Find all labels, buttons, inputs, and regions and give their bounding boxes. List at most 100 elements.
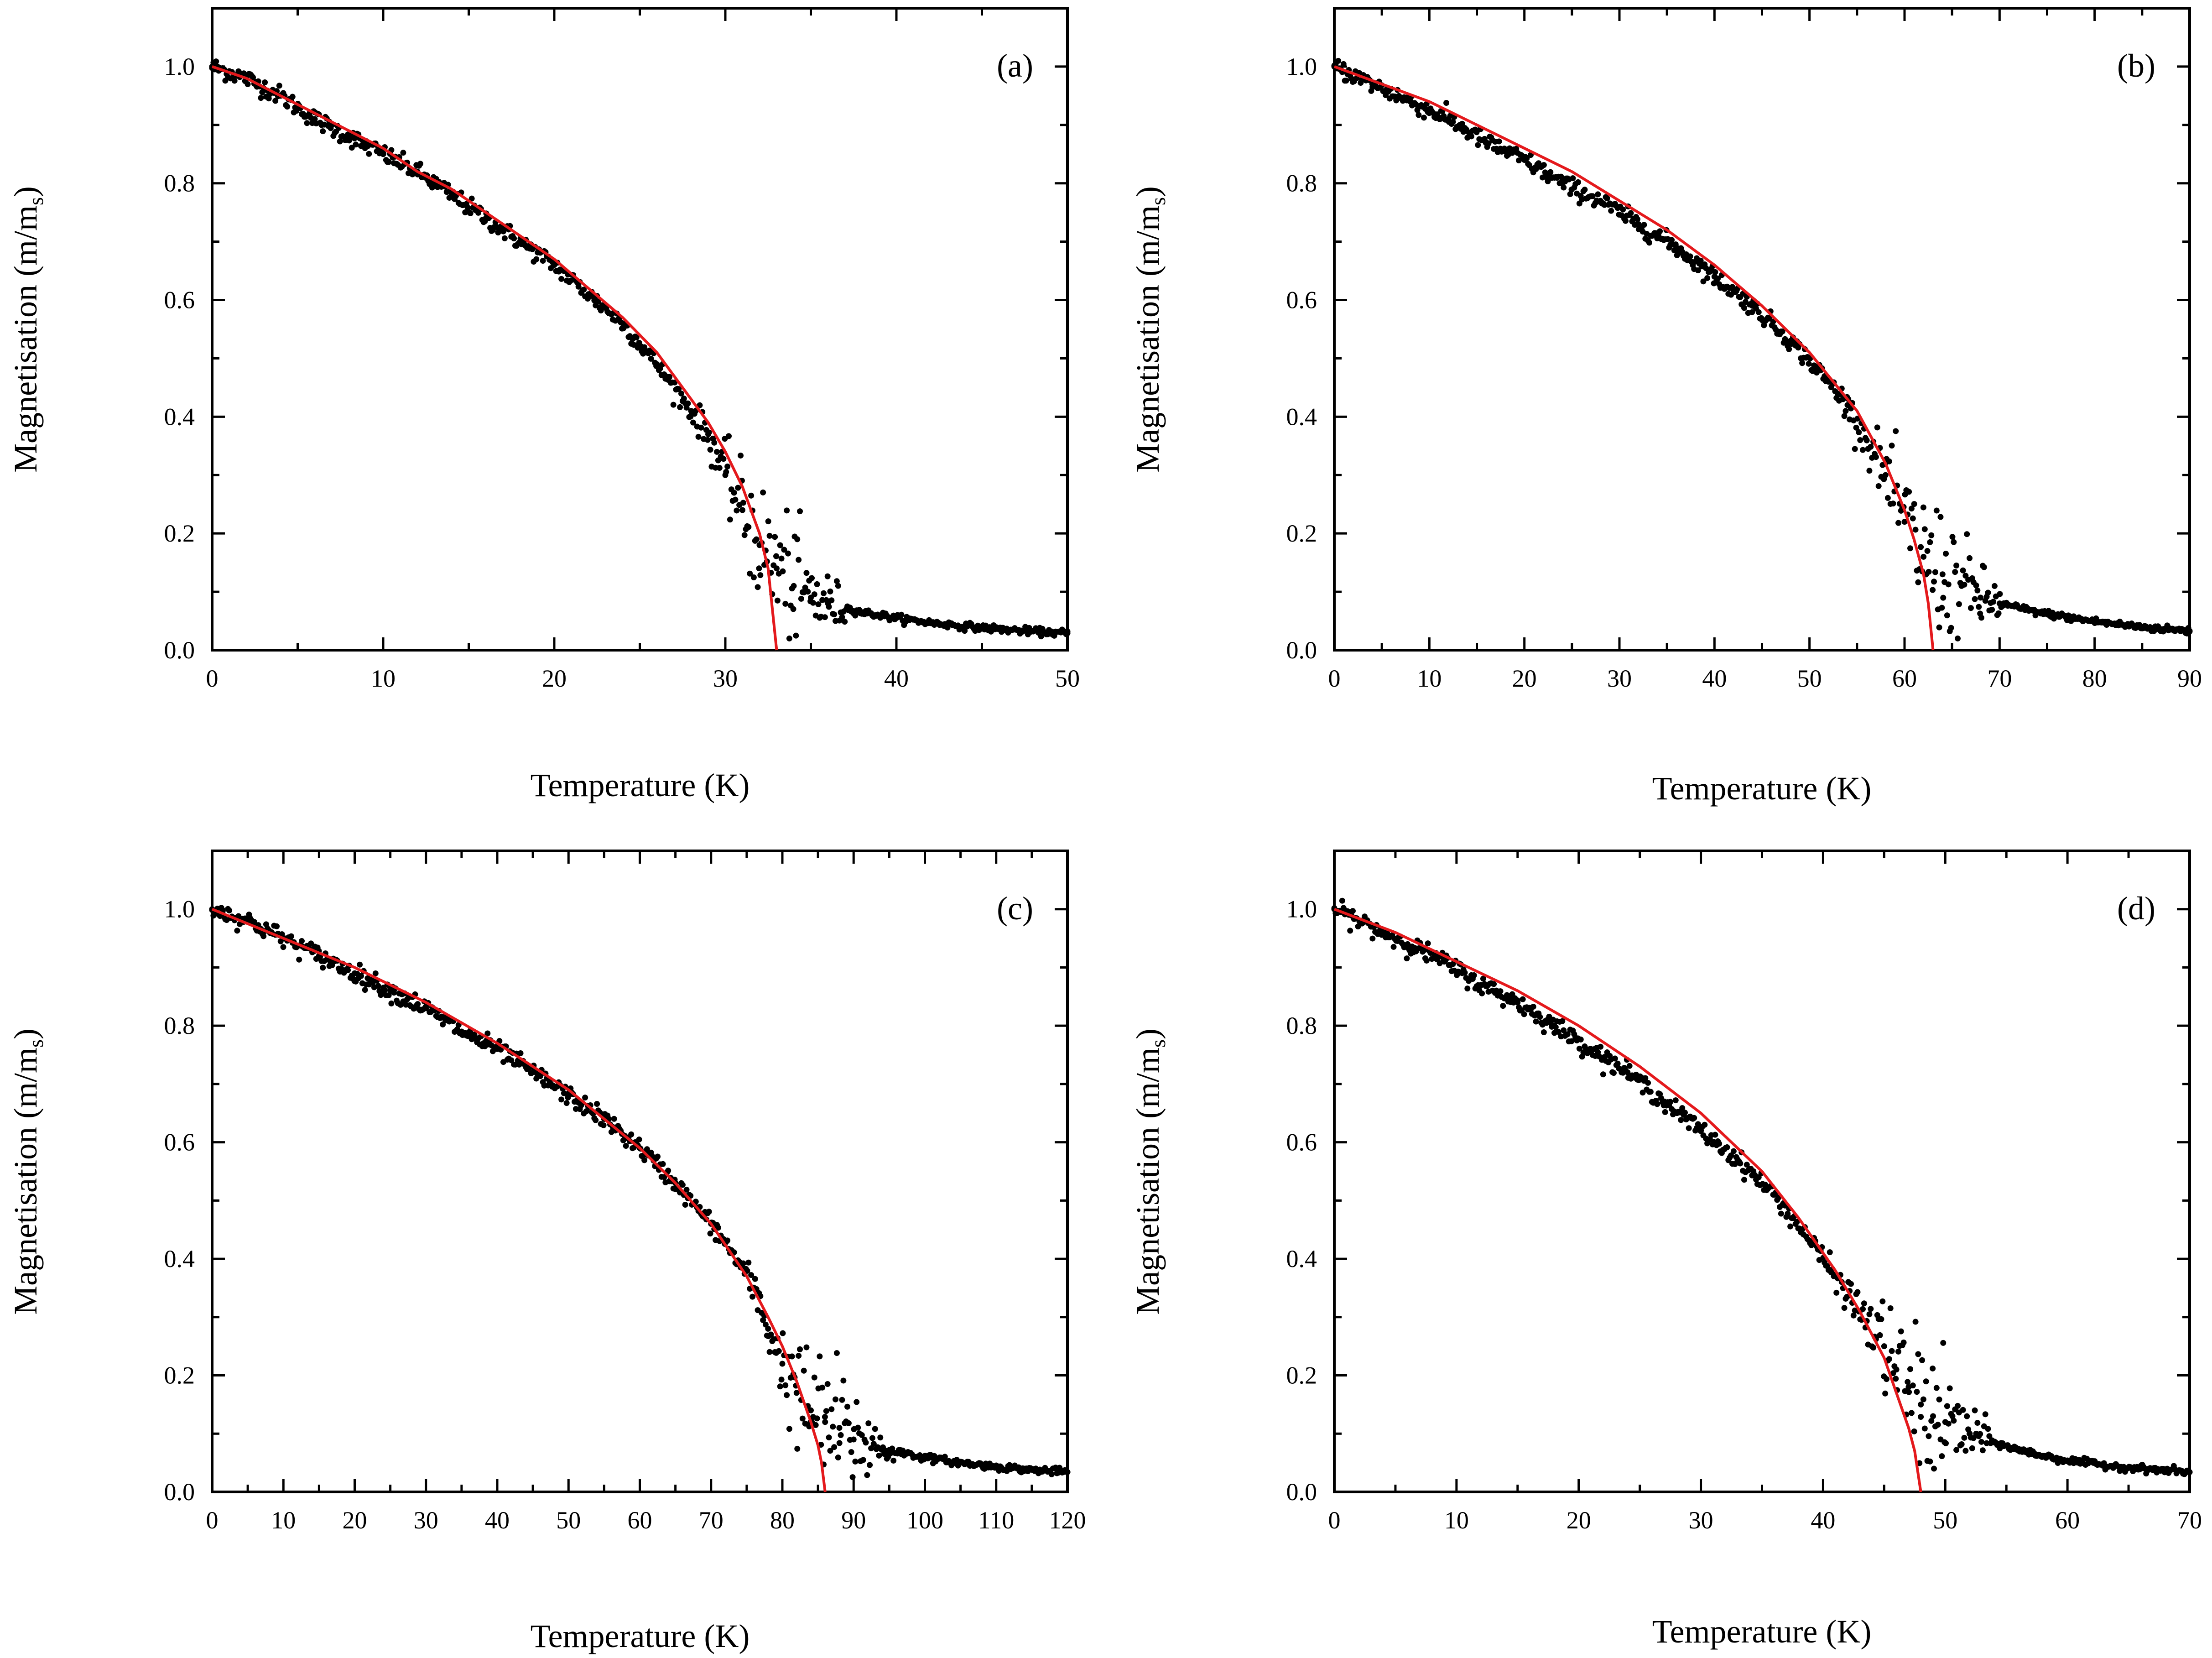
data-point — [1944, 1403, 1950, 1409]
data-point — [1939, 605, 1945, 611]
data-point — [1730, 1148, 1737, 1154]
data-point — [1956, 601, 1962, 607]
data-point — [262, 79, 268, 85]
data-point — [723, 469, 729, 475]
data-point — [289, 94, 296, 100]
data-point — [558, 276, 565, 282]
data-point — [372, 970, 379, 976]
x-tick-label: 10 — [371, 665, 396, 692]
scatter-series — [1331, 57, 2193, 641]
data-point — [1967, 555, 1973, 561]
data-point — [1882, 1390, 1889, 1397]
data-point — [1985, 589, 1991, 596]
data-point — [381, 986, 388, 993]
data-point — [1712, 269, 1718, 275]
data-point — [1473, 129, 1480, 136]
data-point — [797, 1346, 803, 1352]
data-point — [828, 597, 835, 604]
data-point — [1930, 1413, 1936, 1419]
data-point — [1881, 1343, 1887, 1350]
data-point — [1951, 539, 1957, 545]
data-point — [780, 1330, 786, 1336]
x-tick-label: 20 — [1512, 665, 1537, 692]
data-point — [766, 1349, 773, 1355]
data-point — [1906, 1389, 1912, 1395]
data-point — [1436, 960, 1443, 966]
data-point — [1787, 1223, 1794, 1230]
y-tick-label: 0.6 — [164, 287, 195, 314]
data-point — [581, 287, 587, 293]
data-point — [417, 161, 423, 167]
data-point — [1561, 184, 1567, 191]
data-point — [739, 507, 745, 513]
data-point — [1582, 187, 1588, 193]
data-point — [1943, 1440, 1949, 1446]
data-point — [1704, 275, 1711, 281]
fit-line — [212, 65, 778, 651]
data-point — [760, 489, 766, 495]
data-point — [1890, 501, 1896, 507]
data-point — [1939, 571, 1946, 578]
data-point — [1915, 579, 1921, 585]
data-point — [780, 568, 786, 574]
x-tick-label: 50 — [1933, 1507, 1957, 1534]
data-point — [1936, 1396, 1942, 1403]
data-point — [351, 135, 358, 141]
data-point — [770, 562, 777, 568]
data-point — [1964, 531, 1970, 537]
data-point — [1958, 1441, 1965, 1448]
scatter-series — [209, 58, 1071, 641]
x-tick-label: 40 — [1811, 1507, 1835, 1534]
x-tick-label: 30 — [1607, 665, 1632, 692]
data-point — [745, 1259, 752, 1266]
data-point — [1977, 1431, 1983, 1437]
data-point — [852, 612, 859, 619]
x-tick-label: 70 — [699, 1507, 723, 1534]
data-point — [838, 1432, 844, 1438]
data-point — [724, 463, 731, 469]
data-point — [600, 1122, 607, 1128]
data-point — [1947, 1385, 1953, 1392]
data-point — [803, 1344, 810, 1350]
data-point — [537, 1073, 543, 1079]
data-point — [484, 1030, 491, 1037]
data-point — [288, 933, 294, 939]
data-point — [683, 1186, 690, 1193]
data-point — [1695, 267, 1701, 273]
data-point — [1755, 309, 1762, 315]
data-point — [593, 1117, 599, 1123]
data-point — [1877, 1332, 1883, 1338]
data-point — [661, 1174, 667, 1180]
data-point — [1921, 526, 1928, 532]
data-point — [2101, 1460, 2107, 1466]
data-point — [794, 1445, 801, 1452]
y-tick-label: 0.0 — [1286, 1478, 1317, 1506]
y-tick-label: 0.2 — [1286, 1362, 1317, 1389]
x-tick-label: 80 — [2082, 665, 2107, 692]
data-point — [1521, 1011, 1527, 1017]
data-point — [540, 258, 546, 264]
data-point — [644, 1146, 650, 1152]
scatter-series — [1331, 897, 2193, 1477]
data-point — [280, 944, 286, 950]
data-point — [1064, 628, 1071, 635]
data-point — [623, 1142, 629, 1149]
data-point — [1945, 581, 1952, 588]
data-point — [1866, 468, 1873, 474]
data-point — [1907, 1366, 1914, 1372]
y-tick-label: 1.0 — [164, 896, 195, 923]
data-point — [839, 1397, 845, 1403]
data-point — [1741, 1177, 1747, 1183]
data-point — [1785, 1210, 1791, 1217]
panel-a: 0 10 20 30 40 50 0.0 0.2 0.4 0.6 0.8 1.0 Temperature… — [7, 7, 1080, 803]
data-point — [1982, 1411, 1988, 1418]
data-point — [1589, 193, 1596, 199]
data-point — [731, 490, 737, 496]
data-point — [582, 1095, 588, 1101]
data-point — [1567, 191, 1573, 197]
data-point — [1806, 360, 1812, 367]
data-point — [1848, 1281, 1854, 1287]
data-point — [1921, 1425, 1928, 1432]
data-point — [1978, 594, 1984, 601]
data-point — [778, 1376, 785, 1383]
